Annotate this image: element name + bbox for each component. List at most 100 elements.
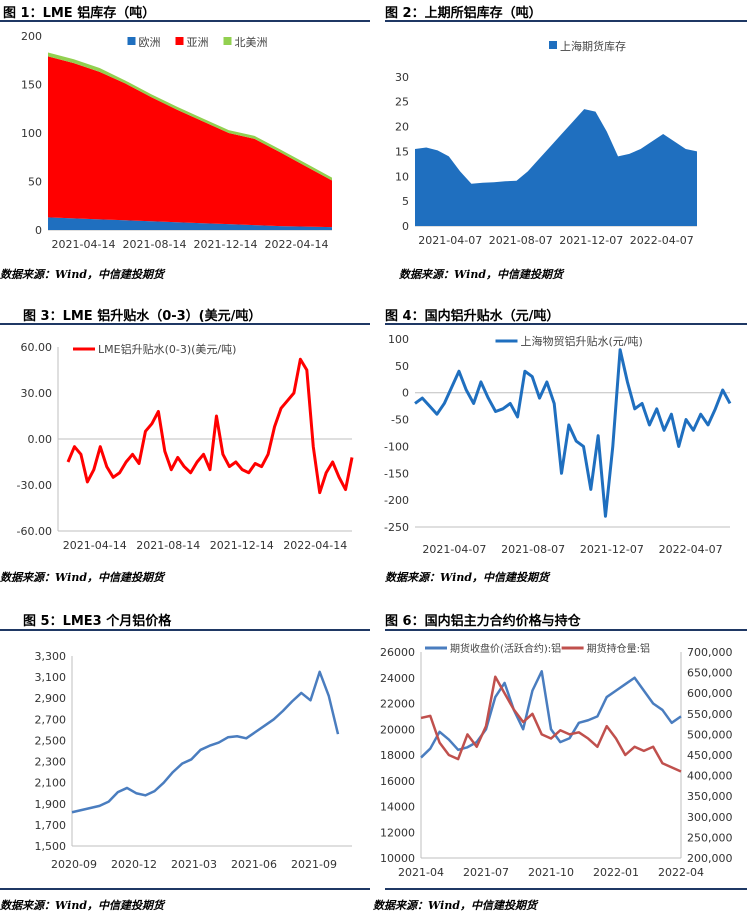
x-tick-label: 2021-04 — [398, 866, 444, 879]
line-series — [66, 357, 354, 495]
area-series — [415, 109, 697, 226]
panel-lme-premium: 图 3：LME 铝升贴水（0-3）(美元/吨） -60.00 -30.00 0.00… — [0, 305, 370, 590]
chart-title: 图 2：上期所铝库存（吨） — [385, 6, 542, 21]
y-tick-label: -60.00 — [17, 525, 52, 538]
legend-label: 期货收盘价(活跃合约):铝 — [450, 642, 561, 655]
y-tick-label: 26000 — [380, 646, 415, 659]
y-tick-label-right: 700,000 — [687, 646, 733, 659]
y-tick-label: 200 — [21, 30, 42, 43]
x-tick-label: 2021-03 — [171, 858, 217, 871]
x-tick-label: 2022-04 — [658, 866, 704, 879]
panel-lme3m-price: 图 5：LME3 个月铝价格 1,500 1,700 1,900 2,100 2,300… — [0, 608, 370, 921]
chart-title: 图 4：国内铝升贴水（元/吨） — [385, 309, 560, 324]
y-tick-label: 20 — [395, 121, 409, 134]
x-tick-label: 2021-08-07 — [489, 234, 553, 247]
title-rule — [0, 323, 370, 325]
y-tick-label: 2,100 — [35, 777, 67, 790]
y-tick-label: 24000 — [380, 672, 415, 685]
x-tick-label: 2021-08-14 — [136, 539, 200, 552]
chart-lme3m-price: 1,500 1,700 1,900 2,100 2,300 2,500 2,700 2,900… — [35, 650, 352, 871]
chart-title: 图 1：LME 铝库存（吨） — [3, 6, 156, 21]
y-tick-label: 30.00 — [21, 387, 53, 400]
y-tick-label-right: 500,000 — [687, 728, 733, 741]
y-tick-label: 18000 — [380, 749, 415, 762]
x-tick-label: 2021-08-07 — [501, 543, 565, 556]
y-tick-label: 0 — [35, 224, 42, 237]
x-tick-label: 2021-04-07 — [422, 543, 486, 556]
x-tick-label: 2022-01 — [593, 866, 639, 879]
line-series-left — [420, 670, 682, 759]
panel-domestic-premium: 图 4：国内铝升贴水（元/吨） -250 -200 -150 -100 -50 0 50 10… — [384, 305, 754, 590]
y-tick-label: 30 — [395, 71, 409, 84]
y-tick-label: -250 — [384, 521, 409, 534]
y-tick-label: 10 — [395, 170, 409, 183]
x-tick-label: 2021-04-07 — [418, 234, 482, 247]
data-source: 数据来源：Wind，中信建投期货 — [399, 268, 564, 281]
y-tick-label: 50 — [28, 176, 42, 189]
y-tick-label: 0 — [402, 387, 409, 400]
y-tick-label: 20000 — [380, 723, 415, 736]
y-tick-label: 10000 — [380, 852, 415, 865]
y-tick-label-right: 350,000 — [687, 790, 733, 803]
y-tick-label: 1,500 — [35, 840, 67, 853]
chart-shfe-inventory: 0 5 10 15 20 25 30 2021-04-07 2021-08-07 2021-12-… — [395, 39, 697, 247]
area-series-亚洲 — [48, 56, 332, 228]
y-tick-label: 2,300 — [35, 756, 67, 769]
bottom-rule — [385, 888, 747, 890]
y-tick-label: 1,700 — [35, 819, 67, 832]
title-rule — [385, 20, 747, 22]
y-tick-label: 2,700 — [35, 713, 67, 726]
legend-label: 期货持仓量:铝 — [587, 642, 650, 655]
panel-domestic-price-oi: 图 6：国内铝主力合约价格与持仓 10000 12000 14000 16000 180… — [373, 608, 754, 921]
line-series — [414, 348, 732, 518]
x-tick-label: 2022-04-14 — [265, 238, 329, 251]
x-tick-label: 2022-04-07 — [659, 543, 723, 556]
title-rule — [0, 629, 370, 631]
y-tick-label: 100 — [21, 127, 42, 140]
x-tick-label: 2021-04-14 — [52, 238, 116, 251]
legend-label: 上海物贸铝升贴水(元/吨) — [521, 334, 643, 348]
y-tick-label: 22000 — [380, 698, 415, 711]
y-tick-label: -200 — [384, 494, 409, 507]
area-series-欧洲 — [48, 217, 332, 230]
legend-label: 上海期货库存 — [560, 39, 626, 53]
y-tick-label-right: 400,000 — [687, 770, 733, 783]
y-tick-label-right: 300,000 — [687, 811, 733, 824]
legend-swatch — [175, 37, 184, 45]
y-tick-label: 1,900 — [35, 798, 67, 811]
y-tick-label: 50 — [395, 360, 409, 373]
legend-label: 亚洲 — [187, 36, 209, 49]
chart-domestic-premium: -250 -200 -150 -100 -50 0 50 100 2021-04-07 2021-… — [384, 333, 732, 556]
x-tick-label: 2020-12 — [111, 858, 157, 871]
panel-shfe-inventory: 图 2：上期所铝库存（吨） 0 5 10 15 20 25 30 2021-04-07 2021… — [385, 0, 754, 290]
chart-lme-premium: -60.00 -30.00 0.00 30.00 60.00 2021-04-14 2021… — [17, 341, 354, 552]
x-tick-label: 2022-04-07 — [630, 234, 694, 247]
title-rule — [0, 20, 370, 22]
y-tick-label-right: 200,000 — [687, 852, 733, 865]
y-tick-label: 0.00 — [28, 433, 53, 446]
x-tick-label: 2021-12-07 — [559, 234, 623, 247]
y-tick-label: 150 — [21, 79, 42, 92]
y-tick-label: 3,100 — [35, 671, 67, 684]
y-tick-label: 14000 — [380, 801, 415, 814]
title-rule — [385, 629, 747, 631]
y-tick-label: 25 — [395, 96, 409, 109]
chart-lme-inventory: 0 50 100 150 200 2021-04-14 2021-08-14 2021-12-… — [21, 30, 332, 251]
legend-swatch — [127, 37, 136, 45]
title-rule — [385, 323, 747, 325]
line-series — [71, 670, 340, 814]
y-tick-label-right: 550,000 — [687, 708, 733, 721]
data-source: 数据来源：Wind，中信建投期货 — [0, 571, 165, 584]
chart-title: 图 5：LME3 个月铝价格 — [23, 614, 172, 629]
x-tick-label: 2021-10 — [528, 866, 574, 879]
x-tick-label: 2021-12-14 — [194, 238, 258, 251]
x-tick-label: 2021-07 — [463, 866, 509, 879]
y-tick-label: 60.00 — [21, 341, 53, 354]
y-tick-label: -30.00 — [17, 479, 52, 492]
y-tick-label: -150 — [384, 467, 409, 480]
chart-title: 图 3：LME 铝升贴水（0-3）(美元/吨） — [23, 309, 262, 324]
x-tick-label: 2021-12-14 — [210, 539, 274, 552]
y-tick-label-right: 600,000 — [687, 687, 733, 700]
x-tick-label: 2021-06 — [231, 858, 277, 871]
x-tick-label: 2022-04-14 — [283, 539, 347, 552]
